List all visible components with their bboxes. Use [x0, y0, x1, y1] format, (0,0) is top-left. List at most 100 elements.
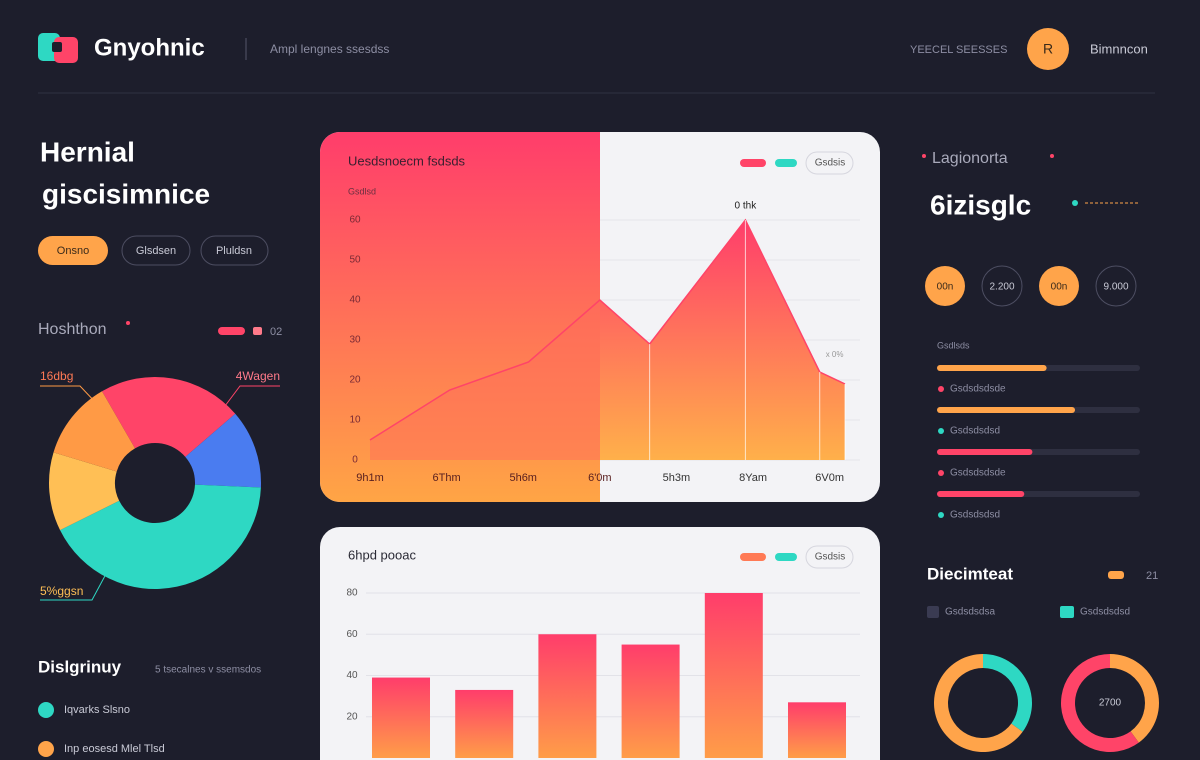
legend-chip [740, 553, 766, 561]
filter-label: Pluldsn [216, 245, 252, 257]
list-icon [38, 741, 54, 757]
ring-center: 2700 [1099, 698, 1122, 709]
y-tick-label: 30 [349, 335, 361, 346]
y-tick-label: 0 [352, 455, 358, 466]
logo-mark [52, 42, 62, 52]
area-fill-left [370, 300, 600, 460]
hero-title: Hernial [40, 136, 135, 167]
x-tick-label: 5h6m [509, 472, 537, 484]
bar [538, 634, 597, 758]
callout-label: 5%ggsn [40, 584, 83, 598]
legend-text: Gsdsdsdsa [945, 607, 995, 618]
dot [1050, 154, 1054, 158]
status: YEECEL SEESSES [910, 44, 1007, 56]
ring-segment [1110, 654, 1159, 743]
panel-headline: 6izisglc [930, 189, 1031, 220]
list-item[interactable]: Iqvarks Slsno [64, 704, 130, 716]
y-tick-label: 60 [346, 629, 358, 640]
y-tick-label: 40 [349, 295, 361, 306]
area-line [369, 218, 846, 441]
legend-chip [218, 327, 245, 335]
section-meta: 5 tsecalnes v ssemsdos [155, 665, 261, 676]
section-count: 21 [1146, 570, 1158, 582]
chip-label: 00n [937, 282, 954, 293]
bar [788, 702, 846, 758]
right-panel: 00n 2.200 00n 9.000 Gsdlsds Gsdsdsdsde Gsdsdsd… [925, 265, 1159, 753]
annotation: x 0% [826, 350, 844, 359]
bar [704, 593, 763, 758]
y-tick-label: 20 [349, 375, 361, 386]
chip[interactable] [1095, 265, 1137, 307]
progress-bar [937, 491, 1025, 497]
progress-label: Gsdsdsdsde [950, 384, 1006, 395]
filter-pill[interactable] [38, 236, 108, 265]
area-fill [600, 220, 845, 460]
legend-swatch [927, 606, 939, 618]
y-tick-label: 80 [346, 588, 358, 599]
x-tick-label: 6Thm [433, 472, 461, 484]
callout-label: 4Wagen [236, 369, 280, 383]
tagline: Ampl lengnes ssesdss [270, 42, 389, 56]
chip[interactable] [981, 265, 1023, 307]
x-tick-label: 5h3m [663, 472, 691, 484]
donut-slice [53, 391, 135, 472]
callout-line [221, 385, 280, 411]
donut-slice [48, 452, 120, 531]
progress-heading: Gsdlsds [937, 340, 970, 350]
dot [922, 154, 926, 158]
progress-dot [938, 512, 944, 518]
legend-chip [775, 159, 797, 167]
avatar[interactable] [1027, 28, 1069, 70]
list-item[interactable]: Inp eosesd Mlel Tlsd [64, 743, 165, 755]
progress-label: Gsdsdsdsde [950, 468, 1006, 479]
toggle[interactable] [1108, 571, 1124, 579]
chip[interactable] [925, 266, 965, 306]
dot [126, 321, 130, 325]
dot [1072, 200, 1078, 206]
section-title: Diecimteat [927, 564, 1013, 583]
legend-chip [253, 327, 262, 335]
callout-label: 16dbg [40, 369, 73, 383]
filter-pill[interactable] [121, 235, 191, 266]
card-highlight [320, 132, 600, 502]
filter-label: Glsdsen [136, 245, 176, 257]
progress-dot [938, 470, 944, 476]
panel-caption: Lagionorta [932, 150, 1008, 167]
chip[interactable] [1039, 266, 1079, 306]
card-title: 6hpd pooac [348, 547, 416, 562]
card-subtitle: Gsdlsd [348, 186, 376, 196]
user-name[interactable]: Bimnncon [1090, 41, 1148, 56]
hero-title: giscisimnice [42, 178, 210, 209]
x-tick-label: 6'0m [588, 472, 612, 484]
legend-chip [775, 553, 797, 561]
y-tick-label: 50 [349, 255, 361, 266]
card-button[interactable] [805, 545, 854, 569]
progress-bar [937, 365, 1047, 371]
bar-chart: 80 60 40 20 [346, 588, 860, 758]
donut-slice [102, 377, 236, 457]
chip-label: 9.000 [1103, 282, 1128, 293]
y-tick-label: 60 [349, 215, 361, 226]
legend-swatch [1060, 606, 1074, 618]
card-button[interactable] [805, 151, 854, 175]
x-tick-label: 6V0m [815, 472, 844, 484]
donut-chart [48, 377, 261, 589]
ring-segment [933, 654, 1023, 753]
legend-chip [740, 159, 766, 167]
section-title: Dislgrinuy [38, 657, 122, 676]
progress-bar [937, 449, 1033, 455]
progress-dot [938, 386, 944, 392]
filter-label: Onsno [57, 245, 89, 257]
legend-text: 02 [270, 326, 282, 338]
chip-label: 00n [1051, 282, 1068, 293]
avatar-initial: R [1043, 41, 1053, 57]
x-tick-label: 8Yam [739, 472, 767, 484]
y-tick-label: 10 [349, 415, 361, 426]
filter-pill[interactable] [200, 235, 269, 266]
area-chart: 60 50 40 30 20 10 0 9h1m 6Thm 5h6m 6'0m 5h3m 8Yam 6V0… [349, 201, 860, 484]
legend-text: Gsdsdsdsd [1080, 607, 1130, 618]
progress-bar [937, 407, 1076, 413]
progress-label: Gsdsdsdsd [950, 510, 1000, 521]
